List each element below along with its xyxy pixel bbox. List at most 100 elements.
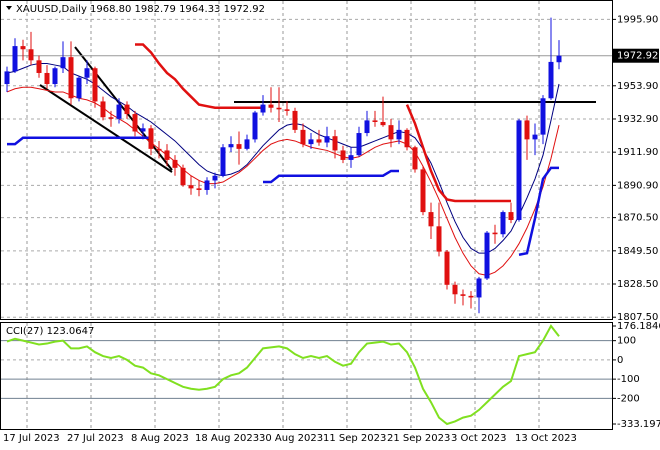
symbol-marker: [6, 6, 12, 10]
candle-body: [196, 188, 202, 190]
y-tick-label: 1870.50: [617, 213, 658, 224]
x-tick-label: 8 Aug 2023: [131, 433, 189, 444]
candle-body: [60, 57, 66, 69]
trend-line: [74, 46, 173, 171]
candle-body: [436, 226, 442, 252]
candle-body: [108, 117, 114, 119]
candle-body: [124, 104, 130, 115]
y-tick-label: -333.197: [617, 419, 660, 430]
candle-body: [444, 251, 450, 285]
candle-body: [348, 155, 354, 160]
x-tick-label: 21 Sep 2023: [387, 433, 450, 444]
cci-title: CCI(27) 123.0647: [6, 326, 94, 337]
candle-body: [532, 134, 538, 140]
candle-body: [500, 212, 506, 235]
indicator-line: [263, 169, 399, 184]
candle-body: [132, 114, 138, 132]
indicator-line: [6, 86, 560, 276]
candle-body: [356, 133, 362, 156]
y-tick-label: 1932.90: [617, 114, 658, 125]
candle-body: [508, 212, 514, 220]
ohlc-text: 1968.80 1982.79 1964.33 1972.92: [90, 4, 265, 15]
candle-body: [428, 212, 434, 227]
candle-body: [292, 110, 298, 130]
candle-body: [140, 128, 146, 132]
candle-body: [212, 175, 218, 181]
candle-body: [252, 112, 258, 140]
y-tick-label: 176.1846: [617, 321, 660, 332]
last-price-box: [613, 48, 659, 63]
candle-body: [28, 49, 34, 61]
candle-body: [84, 68, 90, 78]
trend-line: [39, 84, 173, 173]
candle-body: [300, 129, 306, 145]
trend-lines: [39, 46, 596, 173]
candle-body: [268, 104, 274, 108]
candle-body: [188, 185, 194, 189]
y-tick-label: 100: [617, 336, 636, 347]
y-tick-label: 1807.50: [617, 312, 658, 323]
x-tick-label: 13 Oct 2023: [515, 433, 577, 444]
y-tick-label: 1911.90: [617, 147, 658, 158]
candle-body: [468, 295, 474, 298]
y-tick-label: 0: [617, 355, 623, 366]
indicator-line: [405, 104, 511, 203]
candle-body: [372, 120, 378, 122]
indicator-line: [135, 43, 263, 110]
y-tick-label: 1828.50: [617, 279, 658, 290]
candle-body: [100, 101, 106, 118]
candle-body: [388, 125, 394, 140]
candle-body: [36, 60, 42, 73]
y-tick-label: 1995.90: [617, 14, 658, 25]
candle-body: [412, 147, 418, 170]
candle-body: [540, 98, 546, 135]
candle-body: [172, 159, 178, 168]
candle-body: [316, 139, 322, 143]
candle-body: [236, 144, 242, 149]
candle-body: [476, 278, 482, 298]
indicator-line: [6, 62, 560, 254]
candle-body: [404, 129, 410, 148]
y-tick-label: -200: [617, 393, 640, 404]
candle-body: [516, 120, 522, 220]
last-price-label: 1972.92: [617, 51, 658, 62]
candle-body: [260, 104, 266, 113]
candle-body: [244, 139, 250, 149]
candle-body: [116, 104, 122, 119]
candle-body: [220, 147, 226, 176]
candle-body: [92, 68, 98, 102]
y-tick-label: -100: [617, 374, 640, 385]
candle-body: [20, 46, 26, 50]
candle-body: [76, 77, 82, 99]
candle-body: [204, 180, 210, 190]
x-tick-label: 3 Oct 2023: [451, 433, 506, 444]
candle-body: [452, 284, 458, 295]
candle-body: [308, 139, 314, 145]
candle-body: [276, 107, 282, 110]
candle-body: [548, 61, 554, 99]
indicator-line: [518, 166, 559, 256]
candle-body: [52, 68, 58, 85]
candle-body: [484, 232, 490, 279]
candle-body: [524, 120, 530, 140]
cci-panel: [0, 322, 613, 430]
x-tick-label: 11 Sep 2023: [323, 433, 386, 444]
candle-body: [380, 121, 386, 126]
candle-body: [284, 109, 290, 111]
candle-body: [156, 148, 162, 151]
y-tick-label: 1953.90: [617, 81, 658, 92]
candle-body: [148, 128, 154, 149]
candle-body: [180, 167, 186, 186]
x-tick-label: 30 Aug 2023: [259, 433, 323, 444]
candle-body: [420, 169, 426, 213]
candle-body: [44, 72, 50, 85]
candle-body: [4, 71, 10, 85]
candle-body: [396, 129, 402, 140]
candle-body: [364, 120, 370, 134]
candle-body: [340, 150, 346, 160]
candle-body: [12, 46, 18, 72]
candle-body: [556, 55, 562, 63]
candle-body: [460, 294, 466, 296]
y-tick-label: 1849.50: [617, 246, 658, 257]
